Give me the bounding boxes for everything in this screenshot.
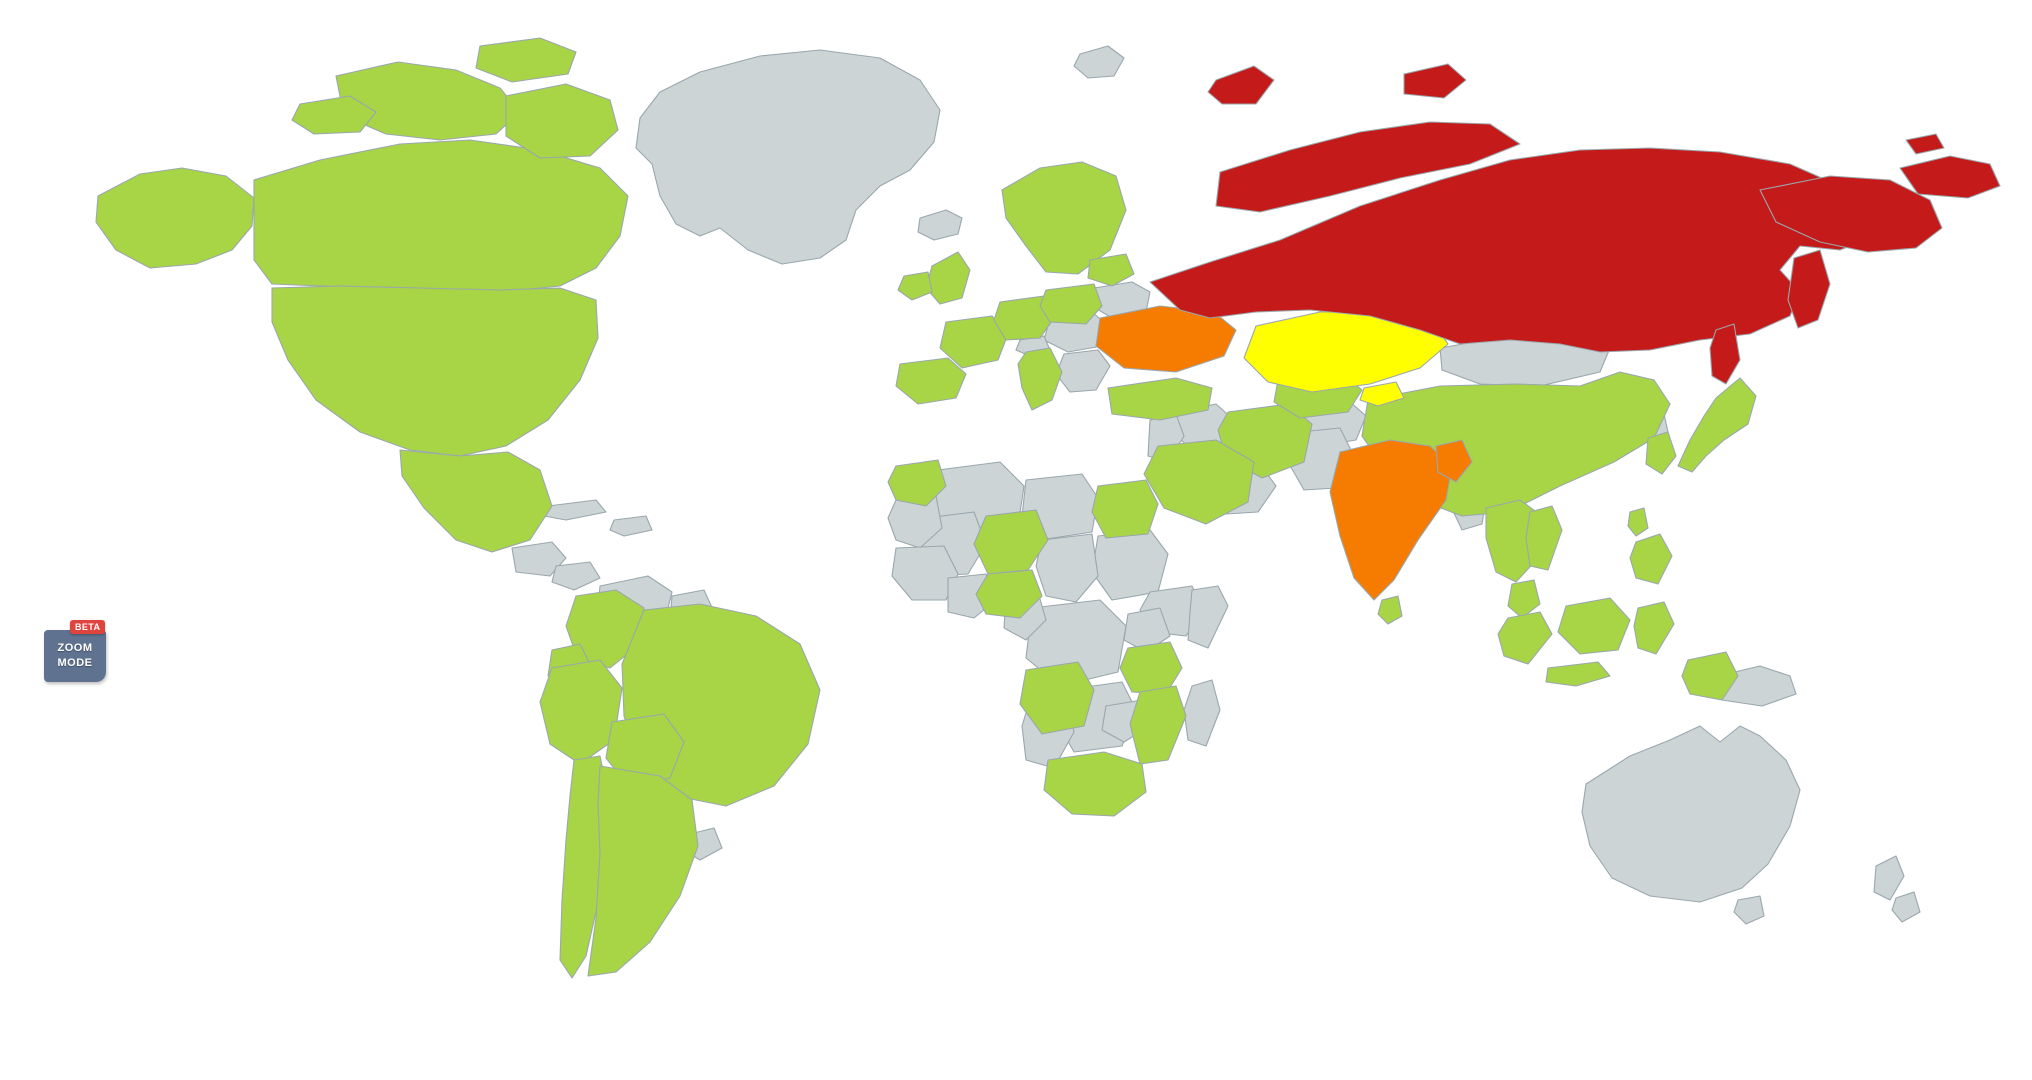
country-norway-sweden-finland[interactable] (1001, 161, 1127, 275)
region-chukotka[interactable] (1899, 155, 2001, 199)
island-java[interactable] (1545, 661, 1611, 687)
island-sumatra[interactable] (1497, 611, 1553, 665)
country-baltics[interactable] (1087, 253, 1135, 287)
country-new-zealand[interactable] (1873, 855, 1921, 923)
countries-category-orange (1095, 305, 1473, 601)
beta-badge: BETA (70, 620, 106, 634)
country-somalia[interactable] (1187, 585, 1229, 649)
country-philippines[interactable] (1629, 533, 1673, 585)
country-australia[interactable] (1581, 725, 1801, 903)
country-korea[interactable] (1645, 431, 1677, 475)
island-victoria[interactable] (291, 95, 377, 135)
region-russia-north[interactable] (1215, 121, 1521, 213)
country-greenland[interactable] (635, 49, 941, 265)
country-tasmania[interactable] (1733, 895, 1765, 925)
country-kyrgyzstan[interactable] (1359, 381, 1405, 407)
country-west-africa-gray[interactable] (891, 545, 959, 601)
country-poland[interactable] (1039, 283, 1103, 325)
country-egypt[interactable] (1091, 479, 1159, 539)
island-baffin[interactable] (505, 83, 619, 159)
country-argentina[interactable] (587, 765, 699, 977)
region-russia-far-east[interactable] (1759, 175, 1943, 253)
country-india[interactable] (1329, 439, 1453, 601)
island-borneo[interactable] (1557, 597, 1631, 655)
country-svalbard[interactable] (1073, 45, 1125, 79)
country-mexico[interactable] (399, 449, 553, 553)
region-wrangel[interactable] (1905, 133, 1945, 155)
country-united-states[interactable] (271, 285, 599, 457)
zoom-mode-label-line1: ZOOM (57, 642, 93, 654)
country-nigeria[interactable] (975, 569, 1043, 619)
country-morocco[interactable] (887, 459, 947, 507)
island-ellesmere[interactable] (475, 37, 577, 83)
country-russia[interactable] (1149, 147, 1877, 353)
country-taiwan[interactable] (1627, 507, 1649, 537)
country-panama[interactable] (551, 561, 601, 591)
region-severnaya-zemlya[interactable] (1403, 63, 1467, 99)
country-sri-lanka[interactable] (1377, 595, 1403, 625)
country-vietnam[interactable] (1525, 505, 1563, 571)
country-saudi-arabia[interactable] (1143, 439, 1255, 525)
region-west-papua[interactable] (1681, 651, 1739, 701)
zoom-mode-button[interactable]: BETA ZOOM MODE (44, 620, 106, 682)
country-france[interactable] (939, 315, 1009, 369)
country-malaysia[interactable] (1507, 579, 1541, 619)
country-peru[interactable] (539, 659, 623, 765)
country-dr-congo[interactable] (1025, 599, 1127, 687)
country-chad[interactable] (1035, 533, 1099, 603)
country-italy[interactable] (1017, 347, 1063, 411)
country-alaska[interactable] (95, 167, 255, 269)
country-iceland[interactable] (917, 209, 963, 241)
region-novaya-zemlya[interactable] (1207, 65, 1275, 105)
region-sakhalin[interactable] (1709, 323, 1741, 385)
country-angola[interactable] (1019, 661, 1095, 735)
countries-category-green (95, 37, 1757, 979)
country-mozambique[interactable] (1129, 685, 1187, 765)
zoom-mode-label-line2: MODE (57, 657, 93, 669)
country-japan[interactable] (1677, 377, 1757, 473)
region-indochina[interactable] (1485, 499, 1543, 583)
country-spain-portugal[interactable] (895, 357, 967, 405)
country-bhutan[interactable] (1435, 439, 1473, 483)
country-south-africa[interactable] (1043, 751, 1147, 817)
country-hispaniola[interactable] (609, 515, 653, 537)
country-ireland[interactable] (897, 271, 933, 301)
countries-category-red (1149, 63, 2001, 385)
countries-category-yellow (1243, 311, 1449, 407)
country-bolivia[interactable] (605, 713, 685, 787)
region-kamchatka[interactable] (1787, 249, 1831, 329)
country-canada[interactable] (253, 139, 629, 293)
country-turkey[interactable] (1107, 377, 1213, 421)
island-sulawesi[interactable] (1633, 601, 1675, 655)
zoom-mode-label: ZOOM MODE (44, 641, 106, 671)
